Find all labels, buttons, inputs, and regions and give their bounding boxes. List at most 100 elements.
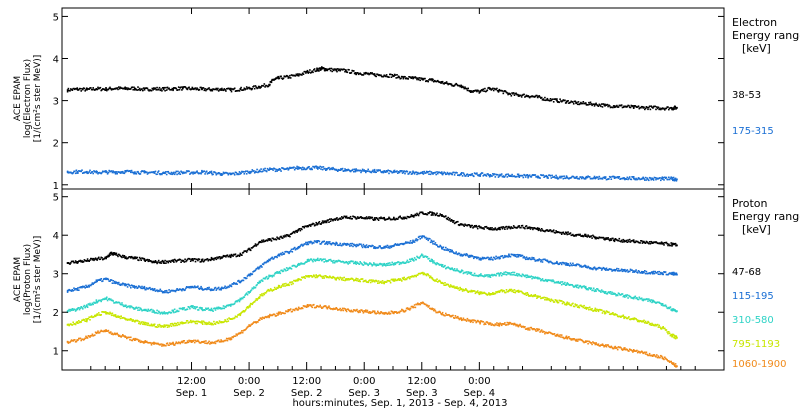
data-point xyxy=(225,306,227,308)
data-point xyxy=(356,217,358,220)
data-point xyxy=(245,277,248,279)
data-point xyxy=(317,166,320,169)
data-point xyxy=(620,177,622,180)
data-point xyxy=(313,242,315,244)
data-point xyxy=(189,260,192,262)
data-point xyxy=(194,322,197,325)
data-point xyxy=(380,74,382,76)
data-point xyxy=(373,168,376,171)
data-point xyxy=(488,227,491,230)
data-point xyxy=(495,255,497,258)
data-point xyxy=(269,288,272,290)
data-point xyxy=(555,174,557,177)
data-point xyxy=(159,261,162,263)
data-point xyxy=(479,274,482,277)
data-point xyxy=(540,228,543,230)
data-point xyxy=(506,228,509,230)
data-point xyxy=(432,262,434,264)
data-point xyxy=(205,307,207,310)
data-point xyxy=(346,169,349,172)
data-point xyxy=(622,238,625,241)
data-point xyxy=(402,261,405,264)
data-point xyxy=(517,255,520,257)
data-point xyxy=(191,306,194,309)
data-point xyxy=(552,262,554,265)
data-point xyxy=(365,281,368,283)
data-point xyxy=(563,283,565,285)
data-point xyxy=(189,319,192,322)
data-point xyxy=(457,287,460,289)
data-point xyxy=(295,167,298,170)
data-point xyxy=(661,178,664,180)
data-point xyxy=(98,312,100,314)
data-point xyxy=(103,257,106,260)
data-point xyxy=(362,74,365,76)
data-point xyxy=(302,244,305,246)
data-point xyxy=(204,88,206,90)
data-point xyxy=(495,274,497,277)
data-point xyxy=(212,173,214,176)
data-point xyxy=(194,307,197,310)
data-point xyxy=(482,227,485,229)
data-point xyxy=(657,273,660,275)
data-point xyxy=(280,286,282,289)
data-point xyxy=(355,168,357,170)
data-point xyxy=(110,298,112,300)
data-point xyxy=(401,280,403,282)
data-point xyxy=(469,255,472,257)
data-point xyxy=(87,88,90,90)
data-point xyxy=(342,216,345,219)
data-point xyxy=(287,251,290,254)
data-point xyxy=(369,217,371,220)
data-point xyxy=(672,176,675,179)
data-point xyxy=(361,216,364,219)
data-point xyxy=(107,278,110,281)
data-point xyxy=(313,274,315,276)
data-point xyxy=(507,290,509,293)
data-point xyxy=(213,259,215,261)
data-point xyxy=(124,88,127,90)
data-point xyxy=(398,263,401,266)
data-point xyxy=(376,169,378,171)
data-point xyxy=(285,282,287,285)
data-point xyxy=(161,87,164,89)
data-point xyxy=(195,88,198,91)
data-point xyxy=(458,289,461,291)
data-point xyxy=(76,308,79,311)
data-point xyxy=(157,310,160,313)
data-point xyxy=(172,89,174,92)
data-point xyxy=(71,308,74,310)
data-point xyxy=(302,225,305,228)
data-point xyxy=(512,227,514,229)
data-point xyxy=(532,276,534,278)
data-point xyxy=(437,281,439,283)
data-point xyxy=(560,177,562,179)
data-point xyxy=(173,322,176,325)
data-point xyxy=(447,216,449,219)
data-point xyxy=(349,278,352,280)
data-point xyxy=(116,254,118,256)
data-point xyxy=(168,325,170,328)
data-point xyxy=(73,287,75,289)
data-point xyxy=(347,263,349,265)
data-point xyxy=(502,175,505,177)
data-point xyxy=(464,86,466,88)
data-point xyxy=(294,248,297,251)
data-point xyxy=(583,285,585,287)
data-point xyxy=(119,255,122,257)
data-point xyxy=(134,286,136,288)
data-point xyxy=(465,289,468,291)
data-point xyxy=(646,322,648,324)
data-point xyxy=(341,168,343,171)
data-point xyxy=(308,260,310,262)
data-point xyxy=(494,258,497,260)
data-point xyxy=(242,251,245,254)
data-point xyxy=(642,177,645,180)
data-point xyxy=(580,264,582,267)
data-point xyxy=(325,168,328,170)
data-point xyxy=(302,168,305,171)
data-point xyxy=(594,289,597,291)
data-point xyxy=(552,176,554,178)
data-point xyxy=(653,272,656,275)
data-point xyxy=(176,288,178,290)
